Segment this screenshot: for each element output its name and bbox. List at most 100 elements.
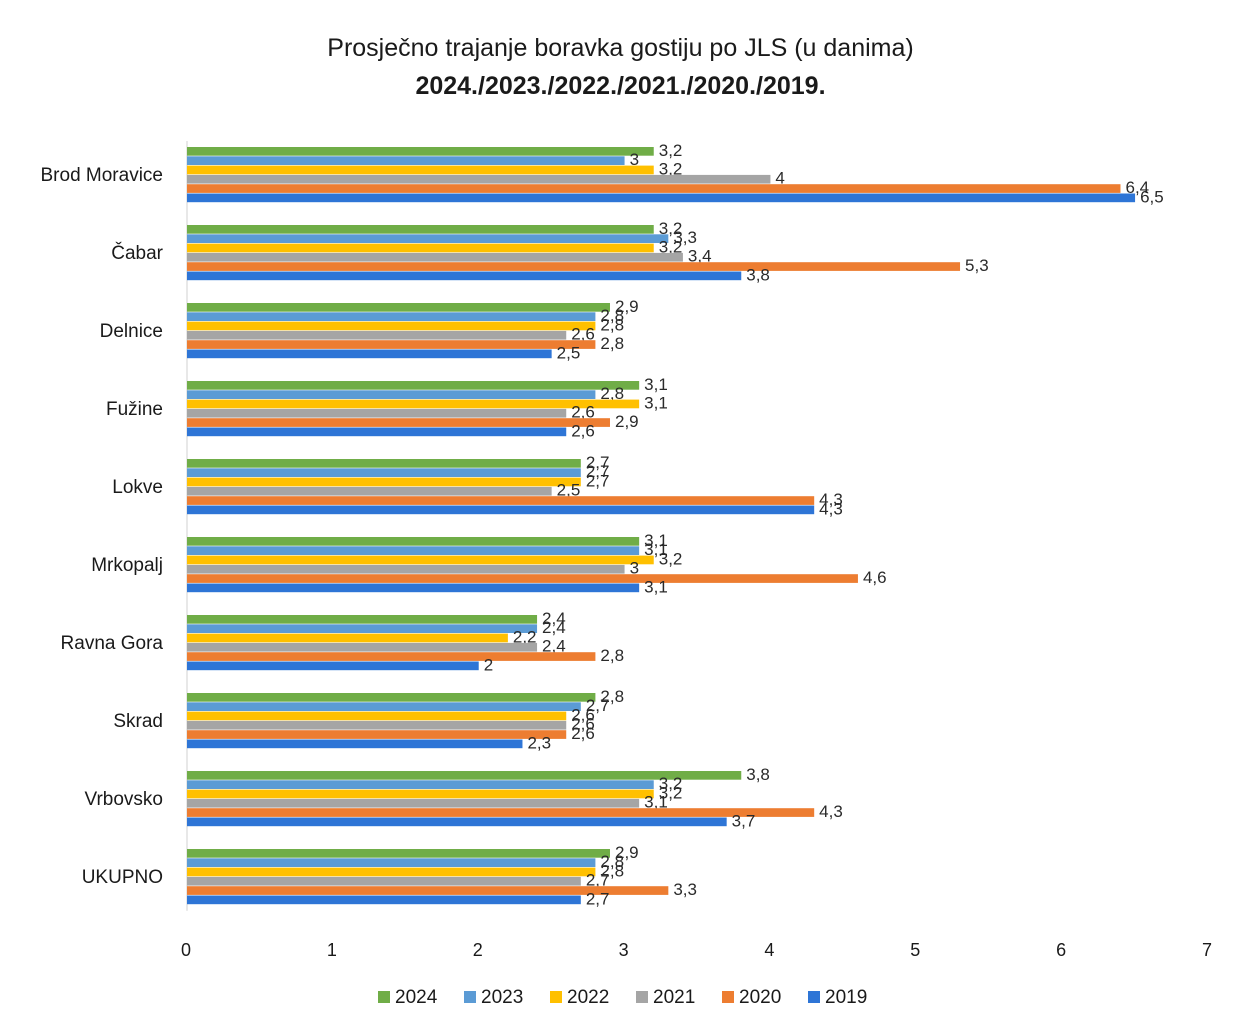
- bar-2023: [187, 156, 625, 165]
- bar-2019: [187, 427, 567, 437]
- bar-2024: [187, 381, 640, 390]
- bar-2019: [187, 895, 581, 905]
- bar-2024: [187, 771, 742, 780]
- category-label: Mrkopalj: [91, 555, 163, 576]
- bar-2021: [187, 330, 567, 340]
- data-label: 4,6: [863, 568, 887, 587]
- bar-2022: [187, 321, 596, 331]
- bar-2024: [187, 225, 654, 234]
- data-label: 2,7: [586, 889, 610, 908]
- data-label: 2,6: [571, 403, 595, 422]
- bar-2022: [187, 867, 596, 877]
- data-label: 6,5: [1140, 187, 1164, 206]
- bar-2022: [187, 633, 508, 643]
- data-label: 2,6: [571, 705, 595, 724]
- bar-2024: [187, 693, 596, 702]
- bar-2019: [187, 661, 479, 671]
- bar-2020: [187, 184, 1121, 193]
- data-label: 2,7: [586, 453, 610, 472]
- x-tick-label: 3: [619, 940, 629, 960]
- bar-2023: [187, 858, 596, 867]
- data-label: 4,3: [819, 802, 843, 821]
- data-label: 3,1: [644, 393, 668, 412]
- bar-2022: [187, 399, 640, 409]
- bar-2022: [187, 165, 654, 175]
- chart-subtitle: 2024./2023./2022./2021./2020./2019.: [415, 72, 826, 100]
- data-label: 3,1: [644, 540, 668, 559]
- legend-label: 2022: [567, 987, 609, 1008]
- x-tick-label: 5: [910, 940, 920, 960]
- bar-2020: [187, 808, 815, 817]
- bar-2019: [187, 817, 727, 827]
- data-label: 2,8: [600, 687, 624, 706]
- bar-2020: [187, 730, 567, 739]
- bar-2020: [187, 340, 596, 349]
- data-label: 2,8: [600, 315, 624, 334]
- bar-2019: [187, 739, 523, 749]
- bar-2023: [187, 780, 654, 789]
- data-label: 2,3: [527, 733, 551, 752]
- data-label: 2,7: [586, 471, 610, 490]
- bar-2021: [187, 408, 567, 418]
- data-label: 4,3: [819, 490, 843, 509]
- data-label: 5,3: [965, 256, 989, 275]
- bar-2020: [187, 574, 858, 583]
- data-label: 2,4: [542, 618, 566, 637]
- data-label: 2,9: [615, 843, 639, 862]
- category-label: Lokve: [112, 477, 163, 498]
- data-label: 3,1: [644, 793, 668, 812]
- data-label: 2,8: [600, 384, 624, 403]
- data-label: 3,2: [659, 219, 683, 238]
- bar-2020: [187, 496, 815, 505]
- x-tick-label: 6: [1056, 940, 1066, 960]
- data-label: 2,5: [557, 343, 581, 362]
- data-label: 2,5: [557, 481, 581, 500]
- bar-2021: [187, 642, 538, 652]
- data-label: 3,1: [644, 577, 668, 596]
- data-label: 2,9: [615, 297, 639, 316]
- bar-2022: [187, 789, 654, 799]
- legend-label: 2020: [739, 987, 781, 1008]
- bar-2024: [187, 147, 654, 156]
- data-label: 2,6: [571, 724, 595, 743]
- bar-2020: [187, 886, 669, 895]
- bar-2022: [187, 477, 581, 487]
- data-label: 3: [630, 150, 639, 169]
- data-label: 2,6: [571, 421, 595, 440]
- legend-swatch-2020: [722, 991, 734, 1003]
- data-label: 2,9: [615, 412, 639, 431]
- x-tick-label: 7: [1202, 940, 1212, 960]
- data-label: 2,7: [586, 462, 610, 481]
- category-label: Brod Moravice: [41, 165, 164, 186]
- legend-swatch-2019: [808, 991, 820, 1003]
- data-label: 4: [775, 169, 784, 188]
- bar-2023: [187, 624, 538, 633]
- legend-label: 2023: [481, 987, 523, 1008]
- x-tick-label: 0: [181, 940, 191, 960]
- bar-2024: [187, 459, 581, 468]
- bar-2021: [187, 720, 567, 730]
- data-label: 3,2: [659, 141, 683, 160]
- data-label: 3,7: [732, 811, 756, 830]
- bar-2024: [187, 537, 640, 546]
- data-label: 2,4: [542, 637, 566, 656]
- bar-2021: [187, 252, 683, 262]
- data-label: 3,3: [673, 880, 697, 899]
- bar-2024: [187, 303, 610, 312]
- bar-2019: [187, 349, 552, 359]
- data-label: 4,3: [819, 499, 843, 518]
- data-label: 2,6: [571, 325, 595, 344]
- bar-2022: [187, 243, 654, 253]
- bar-2022: [187, 711, 567, 721]
- data-label: 3,2: [659, 549, 683, 568]
- data-label: 2,8: [600, 852, 624, 871]
- data-label: 3,1: [644, 531, 668, 550]
- bar-2023: [187, 312, 596, 321]
- bar-2021: [187, 564, 625, 574]
- bar-2021: [187, 486, 552, 496]
- category-label: Skrad: [113, 711, 163, 732]
- data-label: 3,2: [659, 774, 683, 793]
- bar-2019: [187, 505, 815, 515]
